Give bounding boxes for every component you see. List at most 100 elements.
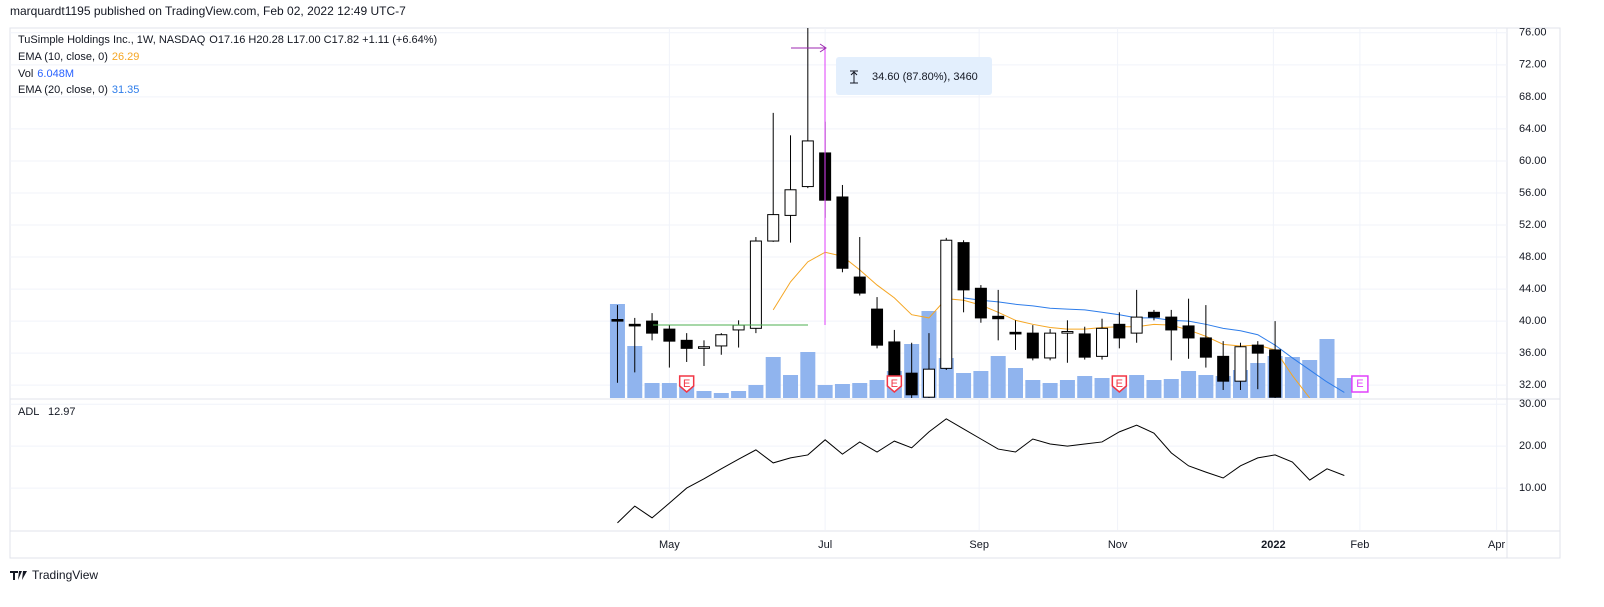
earnings-badge bbox=[678, 375, 695, 393]
volume-bar bbox=[748, 385, 764, 398]
volume-bar bbox=[990, 356, 1006, 398]
y-tick-label: 60.00 bbox=[1519, 155, 1547, 167]
volume-bar bbox=[1267, 356, 1283, 398]
indicator-value: 6.048M bbox=[37, 67, 74, 80]
candle-body bbox=[1217, 355, 1230, 382]
candle-body bbox=[1251, 344, 1264, 354]
volume-bar bbox=[1198, 375, 1214, 398]
brand: TradingView bbox=[32, 568, 98, 582]
y-tick-label: 72.00 bbox=[1519, 59, 1547, 71]
volume-bar bbox=[800, 352, 816, 398]
measure-icon bbox=[850, 70, 858, 84]
candle-body bbox=[1165, 316, 1178, 331]
volume-bar bbox=[609, 304, 625, 398]
volume-bar bbox=[956, 373, 972, 398]
candle-body bbox=[1113, 323, 1126, 339]
x-tick-label: Feb bbox=[1350, 539, 1369, 551]
volume-bar bbox=[783, 375, 799, 398]
ema-line bbox=[772, 251, 1311, 398]
candle-body bbox=[1269, 349, 1282, 398]
indicator-value: 26.29 bbox=[111, 51, 140, 63]
candle-body bbox=[749, 240, 762, 329]
y-tick-label: 44.00 bbox=[1519, 283, 1547, 295]
candle-body bbox=[1182, 325, 1195, 339]
earnings-label: E bbox=[1116, 378, 1123, 390]
volume-bar bbox=[904, 344, 920, 398]
volume-bar bbox=[869, 380, 885, 398]
volume-bar bbox=[1302, 360, 1318, 398]
candle-body bbox=[871, 308, 884, 346]
volume-bar bbox=[1129, 375, 1145, 398]
adl-last: 12.97 bbox=[48, 406, 76, 418]
volume-bar bbox=[644, 383, 660, 398]
candle-body bbox=[922, 368, 935, 398]
indicator-name: EMA (20, close, 0) bbox=[18, 84, 108, 96]
y-tick-label: 10.00 bbox=[1519, 482, 1547, 494]
volume-bar bbox=[852, 383, 868, 398]
candle-body bbox=[819, 152, 832, 201]
ema-line bbox=[963, 297, 1345, 393]
volume-bar bbox=[1232, 370, 1248, 398]
earnings-marker: E bbox=[678, 375, 695, 393]
earnings-marker: E bbox=[1111, 375, 1128, 393]
earnings-label: E bbox=[1356, 378, 1363, 390]
candle-body bbox=[611, 319, 624, 322]
candle-body bbox=[801, 140, 814, 188]
logo bbox=[10, 571, 27, 580]
candle-body bbox=[957, 242, 970, 291]
volume-bar bbox=[696, 391, 712, 398]
volume-bar bbox=[713, 393, 729, 398]
candle-body bbox=[732, 324, 745, 331]
earnings-label: E bbox=[683, 378, 690, 390]
volume-bar bbox=[661, 383, 677, 398]
candle-body bbox=[1061, 331, 1074, 334]
volume-bar bbox=[1336, 378, 1352, 398]
candle-body bbox=[646, 320, 659, 334]
volume-bar bbox=[1215, 376, 1231, 398]
candle-body bbox=[663, 328, 676, 342]
volume-bar bbox=[1042, 383, 1058, 398]
y-tick-label: 20.00 bbox=[1519, 440, 1547, 452]
candle-body bbox=[1147, 311, 1160, 318]
y-tick-label: 30.00 bbox=[1519, 398, 1547, 410]
volume-bar bbox=[1146, 380, 1162, 398]
earnings-marker: E bbox=[1351, 375, 1369, 393]
volume-bar bbox=[1094, 378, 1110, 398]
indicator-row: EMA (10, close, 0) 26.29 bbox=[18, 51, 143, 68]
candle-body bbox=[940, 239, 953, 369]
x-tick-label: Sep bbox=[969, 539, 989, 551]
candle-body bbox=[992, 315, 1005, 320]
candle-body bbox=[1026, 332, 1039, 359]
x-tick-label: 2022 bbox=[1261, 539, 1285, 551]
indicator-name: Vol bbox=[18, 67, 34, 80]
indicator-value: 31.35 bbox=[111, 84, 140, 96]
legend-main: TuSimple Holdings Inc., 1W, NASDAQ O17.16… bbox=[18, 34, 441, 46]
volume-bar bbox=[921, 311, 937, 398]
publisher: marquardt1195 published on TradingView.c… bbox=[10, 4, 406, 18]
x-tick-label: Nov bbox=[1108, 539, 1128, 551]
candle-body bbox=[715, 334, 728, 347]
candle-body bbox=[628, 323, 641, 327]
measure-label: 34.60 (87.80%), 3460 bbox=[872, 71, 978, 83]
volume-bar bbox=[731, 391, 747, 398]
volume-bar bbox=[1319, 339, 1335, 398]
y-tick-label: 68.00 bbox=[1519, 91, 1547, 103]
volume-bar bbox=[1163, 379, 1179, 398]
volume-bar bbox=[1077, 376, 1093, 398]
earnings-label: E bbox=[891, 378, 898, 390]
y-tick-label: 52.00 bbox=[1519, 219, 1547, 231]
indicator-legend: EMA (10, close, 0) 26.29 Vol 6.048M EMA (20,… bbox=[18, 51, 143, 101]
candle-body bbox=[1078, 333, 1091, 358]
candle-body bbox=[905, 372, 918, 396]
y-tick-label: 36.00 bbox=[1519, 347, 1547, 359]
y-tick-label: 40.00 bbox=[1519, 315, 1547, 327]
candle-body bbox=[1130, 316, 1143, 334]
candle-body bbox=[767, 214, 780, 242]
candle-body bbox=[836, 196, 849, 269]
candle-body bbox=[1009, 331, 1022, 335]
candle-body bbox=[1234, 346, 1247, 382]
volume-bar bbox=[1059, 380, 1075, 398]
candle-body bbox=[697, 346, 710, 349]
